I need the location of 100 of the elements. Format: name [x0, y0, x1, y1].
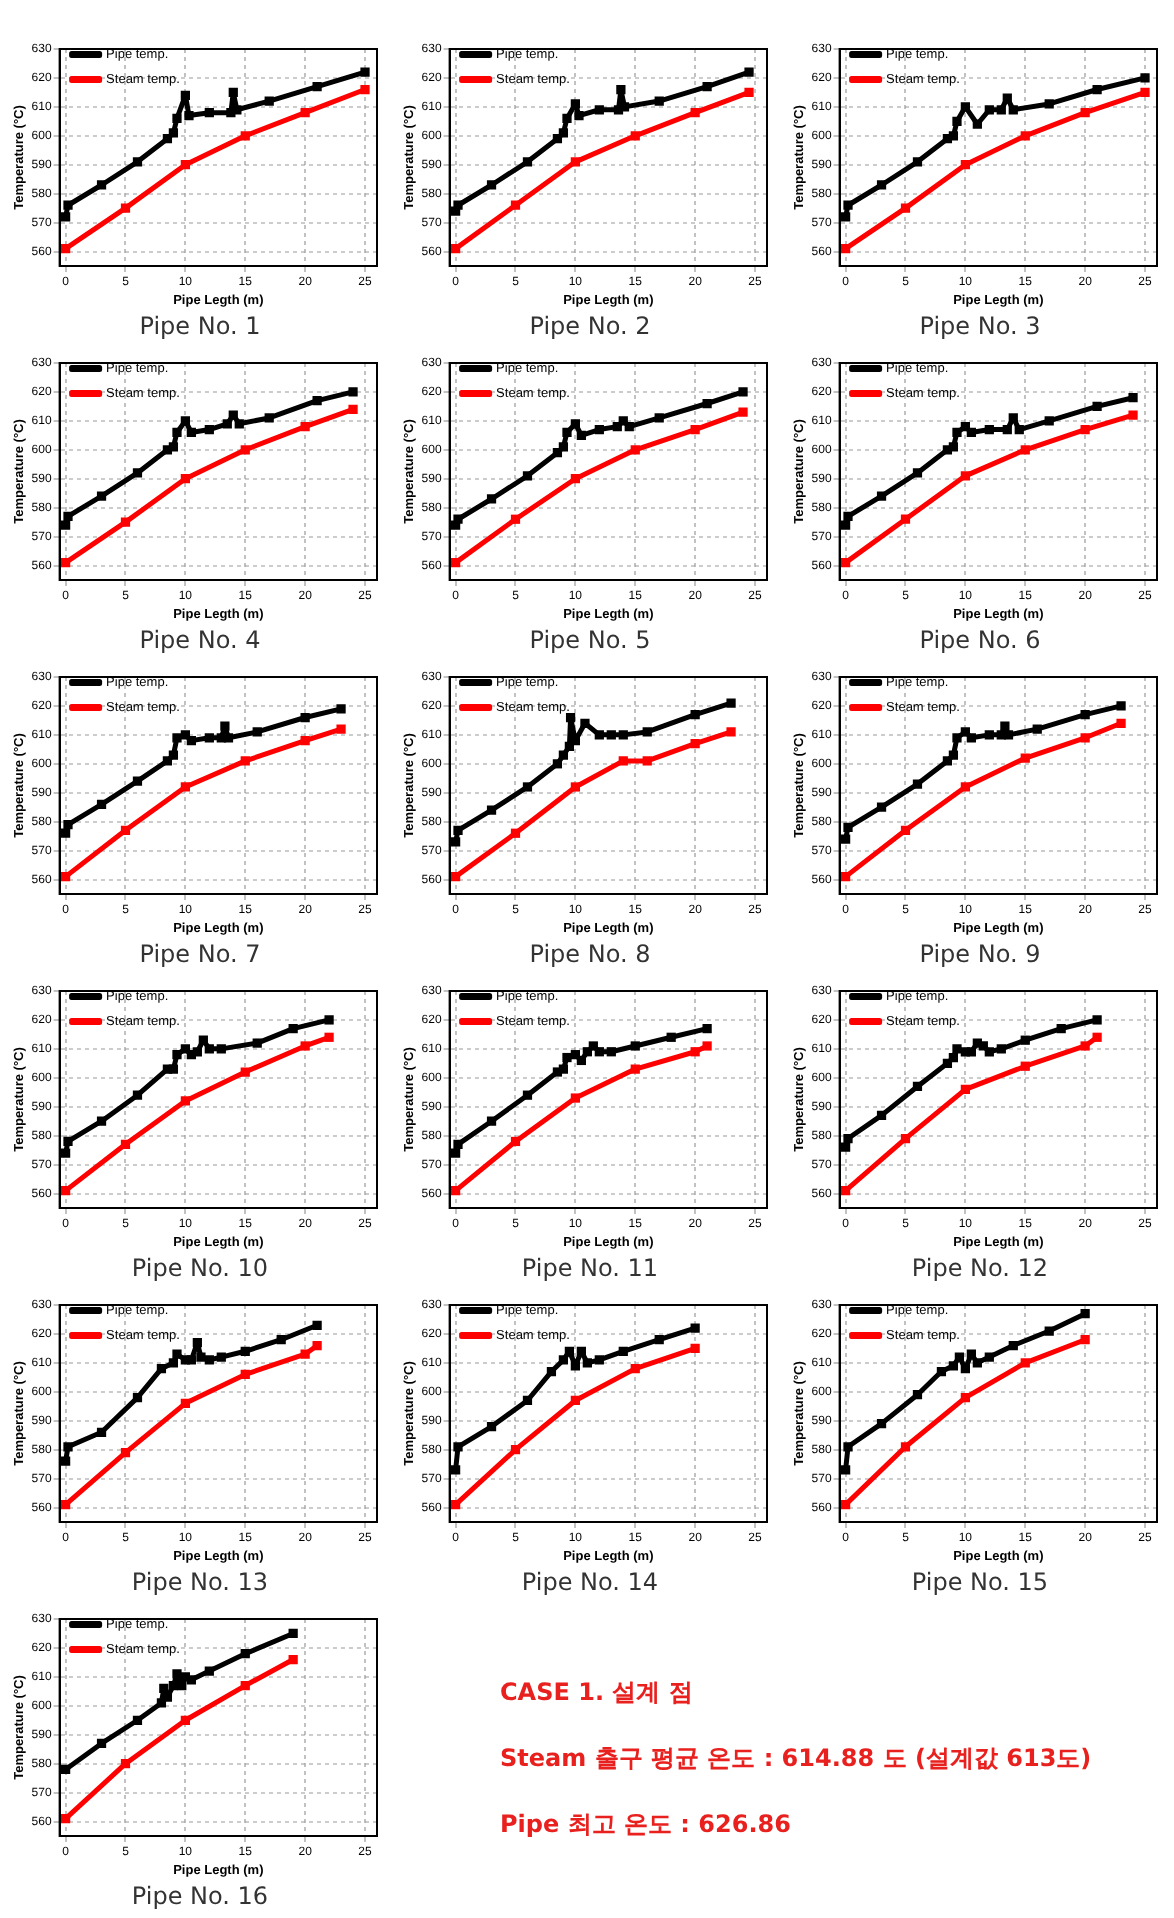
point: [942, 445, 953, 455]
point: [690, 108, 700, 118]
point: [60, 1456, 71, 1466]
point: [564, 1346, 575, 1356]
point: [180, 782, 190, 792]
point: [226, 108, 236, 118]
point: [618, 756, 628, 766]
text: Pipe No. 8: [527, 940, 653, 968]
point: [172, 113, 182, 124]
point: [876, 1110, 887, 1121]
point: [594, 1047, 604, 1057]
point: [613, 105, 624, 115]
text: Pipe No. 7: [137, 940, 263, 968]
point: [630, 1064, 640, 1074]
point: [162, 445, 173, 455]
point: [948, 131, 959, 141]
point: [240, 131, 250, 141]
point: [132, 468, 143, 478]
point: [558, 750, 569, 760]
point: [1020, 445, 1030, 455]
point: [1020, 1061, 1030, 1071]
point: [996, 105, 1006, 115]
point: [204, 1044, 214, 1054]
point: [63, 819, 73, 830]
point: [840, 1186, 851, 1196]
point: [96, 1116, 107, 1126]
point: [180, 1715, 190, 1725]
point: [450, 1465, 461, 1475]
point: [702, 1023, 712, 1034]
point: [594, 1355, 604, 1365]
text: Pipe 최고 온도 : 626.86: [500, 1808, 793, 1842]
point: [952, 1044, 962, 1054]
point: [618, 416, 628, 426]
point: [570, 1093, 580, 1103]
point: [180, 730, 190, 740]
point: [234, 419, 244, 429]
point: [642, 727, 652, 737]
point: [978, 1041, 988, 1051]
point: [570, 419, 580, 429]
point: [168, 1064, 179, 1074]
point: [186, 427, 196, 438]
point: [984, 1047, 994, 1057]
point: [216, 1352, 226, 1362]
point: [186, 1050, 196, 1060]
text: Pipe No. 1: [137, 312, 263, 340]
point: [690, 738, 700, 749]
point: [180, 416, 190, 426]
point: [522, 471, 533, 481]
point: [630, 1364, 640, 1374]
point: [1128, 410, 1138, 420]
point: [558, 1355, 569, 1365]
point: [948, 1361, 959, 1371]
point: [288, 1654, 298, 1665]
point: [60, 244, 71, 254]
point: [180, 1044, 190, 1054]
point: [738, 407, 748, 417]
point: [450, 244, 461, 254]
point: [159, 1683, 169, 1694]
point: [522, 1090, 533, 1100]
point: [1014, 424, 1024, 435]
point: [1008, 413, 1018, 423]
point: [300, 108, 310, 118]
point: [450, 1148, 461, 1158]
point: [180, 90, 190, 100]
point: [582, 1358, 592, 1368]
point: [453, 200, 463, 210]
point: [223, 733, 234, 743]
point: [960, 160, 970, 170]
point: [966, 733, 976, 743]
point: [618, 730, 628, 740]
point: [60, 872, 71, 882]
point: [96, 1427, 107, 1437]
point: [156, 1364, 167, 1374]
point: [240, 756, 250, 766]
point: [132, 1392, 143, 1403]
point: [876, 1419, 887, 1429]
point: [60, 1500, 71, 1510]
point: [702, 1041, 712, 1051]
point: [1128, 393, 1138, 403]
point: [186, 1355, 196, 1365]
text: Pipe No. 15: [909, 1568, 1051, 1596]
point: [132, 1715, 143, 1725]
point: [60, 828, 71, 838]
point: [1002, 424, 1012, 435]
point: [900, 514, 911, 524]
point: [900, 203, 911, 213]
point: [984, 424, 994, 435]
text: Pipe No. 14: [519, 1568, 661, 1596]
text: Pipe No. 12: [909, 1254, 1051, 1282]
point: [1080, 733, 1090, 743]
point: [336, 704, 346, 714]
point: [240, 1680, 250, 1691]
point: [204, 733, 214, 743]
point: [996, 730, 1006, 740]
point: [1080, 1041, 1090, 1051]
point: [630, 445, 640, 455]
point: [876, 802, 887, 812]
point: [960, 1364, 970, 1374]
point: [972, 1358, 982, 1368]
point: [192, 1047, 202, 1057]
